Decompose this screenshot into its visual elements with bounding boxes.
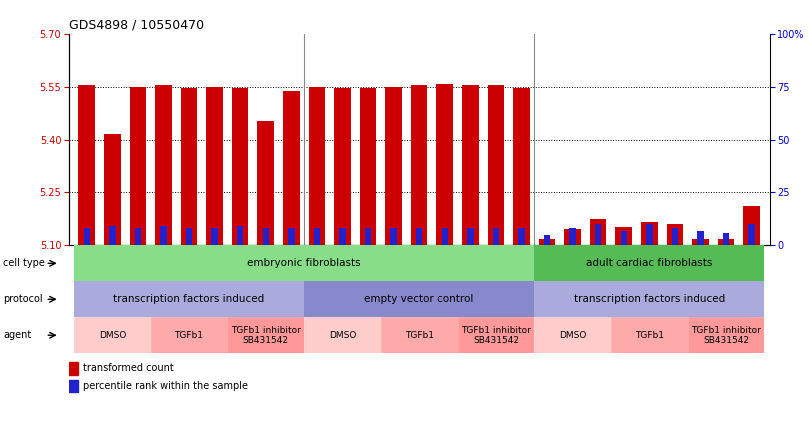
Bar — [441, 228, 448, 245]
Bar — [211, 228, 218, 245]
Text: TGFb1: TGFb1 — [174, 331, 203, 340]
Bar — [616, 227, 632, 245]
Bar — [134, 228, 141, 245]
Bar — [748, 224, 755, 245]
Bar — [467, 228, 474, 245]
Bar — [156, 85, 172, 245]
Bar — [79, 85, 95, 245]
Bar — [462, 85, 479, 245]
Text: DMSO: DMSO — [99, 331, 126, 340]
Bar — [595, 224, 601, 245]
Bar — [488, 85, 504, 245]
Bar — [258, 121, 274, 245]
Bar — [262, 228, 269, 245]
Bar — [237, 226, 243, 245]
Bar — [641, 222, 658, 245]
Bar — [83, 228, 90, 245]
Bar — [390, 228, 397, 245]
Bar — [109, 226, 116, 245]
Text: transcription factors induced: transcription factors induced — [573, 294, 725, 304]
Bar — [360, 88, 377, 245]
Text: TGFb1 inhibitor
SB431542: TGFb1 inhibitor SB431542 — [461, 326, 531, 345]
Bar — [69, 362, 78, 375]
Bar — [364, 228, 371, 245]
Bar — [411, 85, 428, 245]
Bar — [160, 226, 167, 245]
Text: TGFb1: TGFb1 — [405, 331, 433, 340]
Bar — [697, 231, 704, 245]
Bar — [565, 229, 581, 245]
Text: transcription factors induced: transcription factors induced — [113, 294, 265, 304]
Bar — [437, 84, 453, 245]
Bar — [313, 228, 320, 245]
Bar — [514, 88, 530, 245]
Bar — [232, 88, 249, 245]
Bar — [671, 228, 678, 245]
Text: percentile rank within the sample: percentile rank within the sample — [83, 381, 248, 391]
Bar — [744, 206, 760, 245]
Text: embryonic fibroblasts: embryonic fibroblasts — [247, 258, 361, 268]
Text: DMSO: DMSO — [559, 331, 586, 340]
Bar — [309, 88, 325, 245]
Bar — [416, 228, 422, 245]
Text: TGFb1 inhibitor
SB431542: TGFb1 inhibitor SB431542 — [231, 326, 301, 345]
Bar — [130, 88, 146, 245]
Bar — [185, 228, 192, 245]
Bar — [620, 231, 627, 245]
Text: TGFb1 inhibitor
SB431542: TGFb1 inhibitor SB431542 — [691, 326, 761, 345]
Text: agent: agent — [3, 330, 32, 340]
Bar — [492, 228, 499, 245]
Text: transformed count: transformed count — [83, 363, 174, 373]
Bar — [718, 239, 735, 245]
Bar — [667, 224, 683, 245]
Bar — [335, 88, 351, 245]
Bar — [69, 380, 78, 393]
Bar — [569, 228, 576, 245]
Text: DMSO: DMSO — [329, 331, 356, 340]
Bar — [339, 228, 346, 245]
Bar — [590, 219, 607, 245]
Bar — [646, 224, 653, 245]
Bar — [104, 134, 121, 245]
Bar — [386, 88, 402, 245]
Bar — [693, 239, 709, 245]
Text: empty vector control: empty vector control — [364, 294, 474, 304]
Bar — [539, 239, 556, 245]
Bar — [181, 88, 198, 245]
Text: protocol: protocol — [3, 294, 43, 304]
Bar — [723, 233, 729, 245]
Bar — [288, 228, 295, 245]
Text: TGFb1: TGFb1 — [635, 331, 664, 340]
Bar — [283, 91, 300, 245]
Text: cell type: cell type — [3, 258, 45, 268]
Text: GDS4898 / 10550470: GDS4898 / 10550470 — [69, 18, 204, 31]
Bar — [544, 235, 550, 245]
Text: adult cardiac fibroblasts: adult cardiac fibroblasts — [586, 258, 713, 268]
Bar — [207, 88, 223, 245]
Bar — [518, 228, 525, 245]
